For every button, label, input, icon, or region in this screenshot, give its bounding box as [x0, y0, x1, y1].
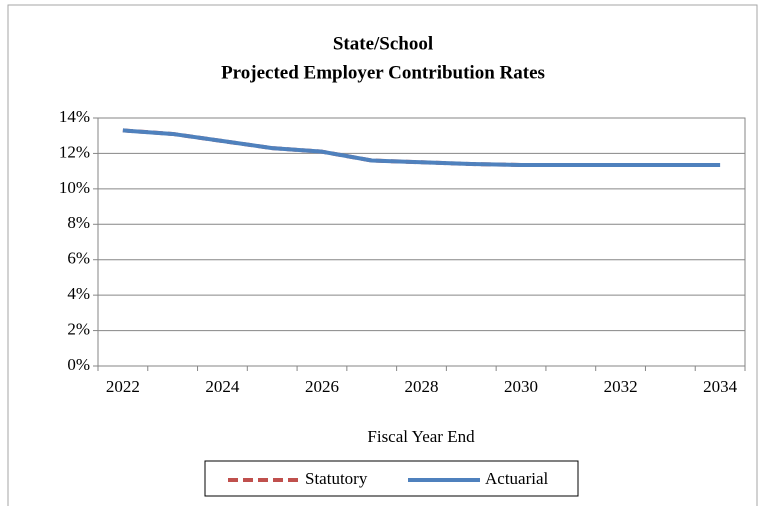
y-tick-label: 14%: [59, 107, 90, 126]
y-tick-label: 12%: [59, 142, 90, 161]
x-tick-label: 2026: [305, 377, 339, 396]
y-tick-label: 6%: [67, 249, 90, 268]
chart-frame: [7, 4, 758, 506]
chart-subtitle: Projected Employer Contribution Rates: [221, 62, 545, 83]
line-series: [122, 128, 721, 167]
x-tick-label: 2022: [106, 377, 140, 396]
y-tick-label: 8%: [67, 213, 90, 232]
y-tick-label: 10%: [59, 178, 90, 197]
x-tick-label: 2034: [703, 377, 738, 396]
x-axis-label: Fiscal Year End: [367, 427, 475, 446]
legend-label: Statutory: [305, 469, 368, 488]
legend-box: [204, 460, 579, 497]
y-tick-label: 4%: [67, 284, 90, 303]
x-tick-label: 2030: [504, 377, 538, 396]
x-tick-label: 2024: [205, 377, 240, 396]
y-tick-label: 0%: [67, 355, 90, 374]
chart-title: State/School: [333, 33, 433, 54]
plot-area: [97, 117, 746, 367]
line-series: [122, 128, 721, 167]
y-tick-label: 2%: [67, 319, 90, 338]
x-tick-label: 2032: [604, 377, 638, 396]
legend-label: Actuarial: [485, 469, 549, 488]
x-tick-label: 2028: [405, 377, 439, 396]
